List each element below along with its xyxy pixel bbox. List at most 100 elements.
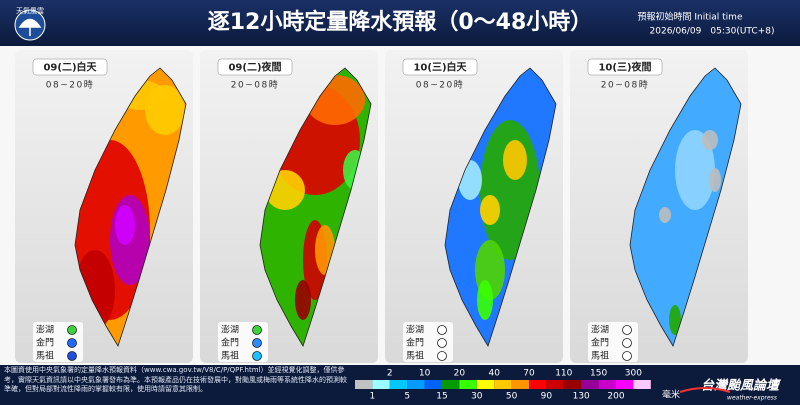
- logo-text: 天氣風雲: [16, 6, 44, 15]
- legend-tick-label: 2: [387, 369, 393, 379]
- legend-swatch: [407, 380, 425, 389]
- legend-swatch: [355, 380, 373, 389]
- island-name: 澎湖: [36, 324, 54, 336]
- legend-tick-label: 150: [590, 369, 607, 379]
- brand-sub: weather-express: [727, 395, 777, 402]
- rain-area: [295, 280, 311, 320]
- island-name: 金門: [221, 337, 239, 349]
- island-name: 金門: [36, 337, 54, 349]
- rain-area: [702, 130, 718, 150]
- legend-tick-label: 50: [506, 392, 518, 402]
- label-box: [32, 58, 108, 76]
- legend-tick-label: 70: [523, 369, 535, 379]
- legend-tick-label: 5: [404, 392, 410, 402]
- island-name: 馬祖: [591, 350, 609, 362]
- label-box: [587, 58, 663, 76]
- legend-swatch: [529, 380, 547, 389]
- island-mark: [437, 325, 447, 335]
- island-mark: [252, 351, 262, 361]
- legend-tick-label: 90: [541, 392, 553, 402]
- island-name: 金門: [406, 337, 424, 349]
- island-name: 馬祖: [221, 350, 239, 362]
- legend-swatch: [442, 380, 460, 389]
- island-mark: [622, 351, 632, 361]
- legend-swatch: [546, 380, 564, 389]
- panels: 09(二)白天08~20時澎湖金門馬祖09(二)夜間20~08時澎湖金門馬祖10…: [15, 50, 748, 363]
- label-box: [402, 58, 478, 76]
- rain-area: [477, 280, 493, 320]
- island-mark: [437, 351, 447, 361]
- panel-day: 10(三)夜間: [598, 61, 651, 74]
- legend-tick-label: 110: [555, 369, 572, 379]
- rain-area: [669, 305, 681, 335]
- title: 逐12小時定量降水預報（0～48小時）: [208, 9, 593, 35]
- island-name: 金門: [591, 337, 609, 349]
- rain-area: [480, 195, 500, 225]
- legend-swatch: [424, 380, 442, 389]
- legend-tick-label: 30: [471, 392, 483, 402]
- legend-tick-label: 15: [436, 392, 447, 402]
- coastline: [259, 67, 372, 347]
- rain-area: [675, 130, 715, 210]
- rain-area: [115, 205, 135, 245]
- legend-swatch: [616, 380, 634, 389]
- init-time: 2026/06/09 05:30(UTC+8): [650, 27, 775, 37]
- island-name: 澎湖: [221, 324, 239, 336]
- coastline: [74, 67, 187, 347]
- rain-area: [503, 140, 527, 180]
- brand-swoosh: [679, 387, 731, 393]
- legend-swatch: [494, 380, 512, 389]
- island-mark: [67, 338, 77, 348]
- legend-swatch: [389, 380, 408, 389]
- legend-tick-label: 130: [573, 392, 590, 402]
- island-name: 澎湖: [591, 324, 609, 336]
- legend-tick-label: 300: [625, 369, 642, 379]
- island-mark: [622, 338, 632, 348]
- legend-swatch: [581, 380, 599, 389]
- label-box: [217, 58, 293, 76]
- island-mark: [437, 338, 447, 348]
- rain-area: [659, 207, 671, 223]
- legend-swatch: [372, 380, 390, 389]
- legend: 1 2 5 10 15 20 30 40 50 70 90 110 130 150 200 300: [355, 369, 651, 402]
- panel-day: 10(三)白天: [413, 61, 467, 74]
- island-mark: [252, 338, 262, 348]
- coastline: [444, 67, 557, 347]
- panel-day: 09(二)白天: [43, 61, 97, 74]
- island-mark: [252, 325, 262, 335]
- panel-day: 09(二)夜間: [228, 61, 281, 74]
- island-name: 馬祖: [36, 350, 54, 362]
- legend-unit: 毫米: [662, 389, 680, 401]
- panel-hours: 08~20時: [416, 80, 464, 91]
- legend-tick-label: 1: [370, 392, 376, 402]
- island-mark: [67, 351, 77, 361]
- legend-swatch: [563, 380, 582, 389]
- init-label: 預報初始時間 Initial time: [638, 11, 743, 23]
- footer-note-box: 本圖資使用中央氣象署的定量降水預報資料（www.cwa.gov.tw/V8/C/…: [4, 366, 347, 393]
- legend-tick-label: 40: [488, 369, 500, 379]
- legend-tick-label: 10: [419, 369, 431, 379]
- coastline: [629, 67, 742, 347]
- legend-swatch: [459, 380, 477, 389]
- logo-umbrella: [18, 18, 42, 36]
- legend-swatch: [476, 380, 495, 389]
- brand: 台灣颱風論壇: [701, 378, 782, 394]
- rain-area: [709, 168, 721, 192]
- panel-hours: 20~08時: [601, 80, 649, 91]
- footer-note: 本圖資使用中央氣象署的定量降水預報資料（www.cwa.gov.tw/V8/C/…: [4, 366, 347, 393]
- header-band: [0, 0, 800, 46]
- legend-tick-label: 200: [607, 392, 624, 402]
- legend-tick-label: 20: [454, 369, 466, 379]
- island-name: 馬祖: [406, 350, 424, 362]
- island-mark: [622, 325, 632, 335]
- island-name: 澎湖: [406, 324, 424, 336]
- panel-hours: 08~20時: [46, 80, 94, 91]
- legend-swatch: [511, 380, 529, 389]
- legend-swatch: [633, 380, 651, 389]
- island-mark: [67, 325, 77, 335]
